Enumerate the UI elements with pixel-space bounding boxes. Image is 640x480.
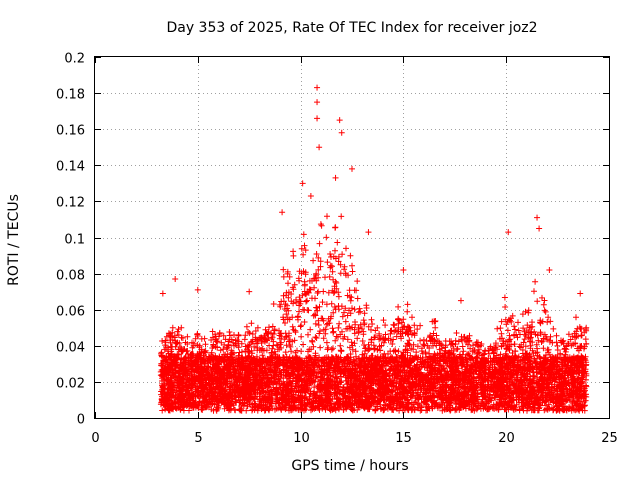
scatter-point bbox=[336, 117, 343, 124]
y-tick-label: 0.12 bbox=[56, 196, 85, 211]
x-tick-label: 0 bbox=[91, 431, 99, 446]
scatter-point bbox=[534, 214, 541, 221]
scatter-point bbox=[172, 276, 179, 283]
x-axis-label: GPS time / hours bbox=[291, 458, 408, 474]
y-tick-label: 0 bbox=[77, 413, 85, 428]
scatter-point bbox=[246, 288, 253, 295]
tick-labels: 0 5 10 15 20 25 0 0.02 0.04 0.06 0.08 0.1 0.12 0.14 0.… bbox=[56, 52, 618, 447]
scatter-point bbox=[314, 99, 321, 106]
data-points bbox=[157, 84, 590, 414]
plot-frame bbox=[94, 56, 610, 419]
y-tick-label: 0.06 bbox=[56, 305, 85, 320]
y-axis-label: ROTI / TECUs bbox=[6, 194, 22, 286]
y-tick-label: 0.16 bbox=[56, 124, 85, 139]
scatter-point bbox=[349, 165, 355, 172]
scatter-point bbox=[577, 290, 584, 297]
y-tick-label: 0.02 bbox=[56, 377, 85, 392]
x-tick-label: 20 bbox=[498, 431, 515, 446]
x-tick-label: 5 bbox=[194, 431, 202, 446]
scatter-point bbox=[307, 192, 314, 199]
y-tick-label: 0.2 bbox=[64, 52, 85, 67]
scatter-point bbox=[314, 115, 321, 122]
y-tick-label: 0.04 bbox=[56, 341, 85, 356]
scatter-point bbox=[338, 129, 345, 136]
y-tick-label: 0.18 bbox=[56, 88, 85, 103]
scatter-point bbox=[314, 84, 321, 91]
scatter-point-cloud bbox=[157, 213, 590, 414]
axis-ticks bbox=[95, 57, 610, 419]
scatter-point bbox=[457, 297, 464, 304]
scatter-point bbox=[159, 290, 166, 297]
scatter-point bbox=[546, 266, 553, 273]
scatter-point bbox=[536, 225, 543, 232]
scatter-point bbox=[279, 209, 286, 216]
scatter-point bbox=[194, 286, 201, 293]
scatter-point bbox=[400, 266, 407, 273]
x-tick-label: 25 bbox=[601, 431, 618, 446]
y-tick-label: 0.14 bbox=[56, 160, 85, 175]
scatter-point bbox=[505, 229, 512, 236]
x-tick-label: 15 bbox=[395, 431, 412, 446]
scatter-point bbox=[365, 229, 372, 236]
y-tick-label: 0.08 bbox=[56, 269, 85, 284]
x-tick-label: 10 bbox=[293, 431, 310, 446]
scatter-point bbox=[299, 180, 306, 187]
y-tick-label: 0.1 bbox=[64, 233, 85, 248]
scatter-point bbox=[332, 174, 339, 181]
chart-title: Day 353 of 2025, Rate Of TEC Index for r… bbox=[166, 20, 537, 36]
scatter-point bbox=[316, 144, 323, 151]
